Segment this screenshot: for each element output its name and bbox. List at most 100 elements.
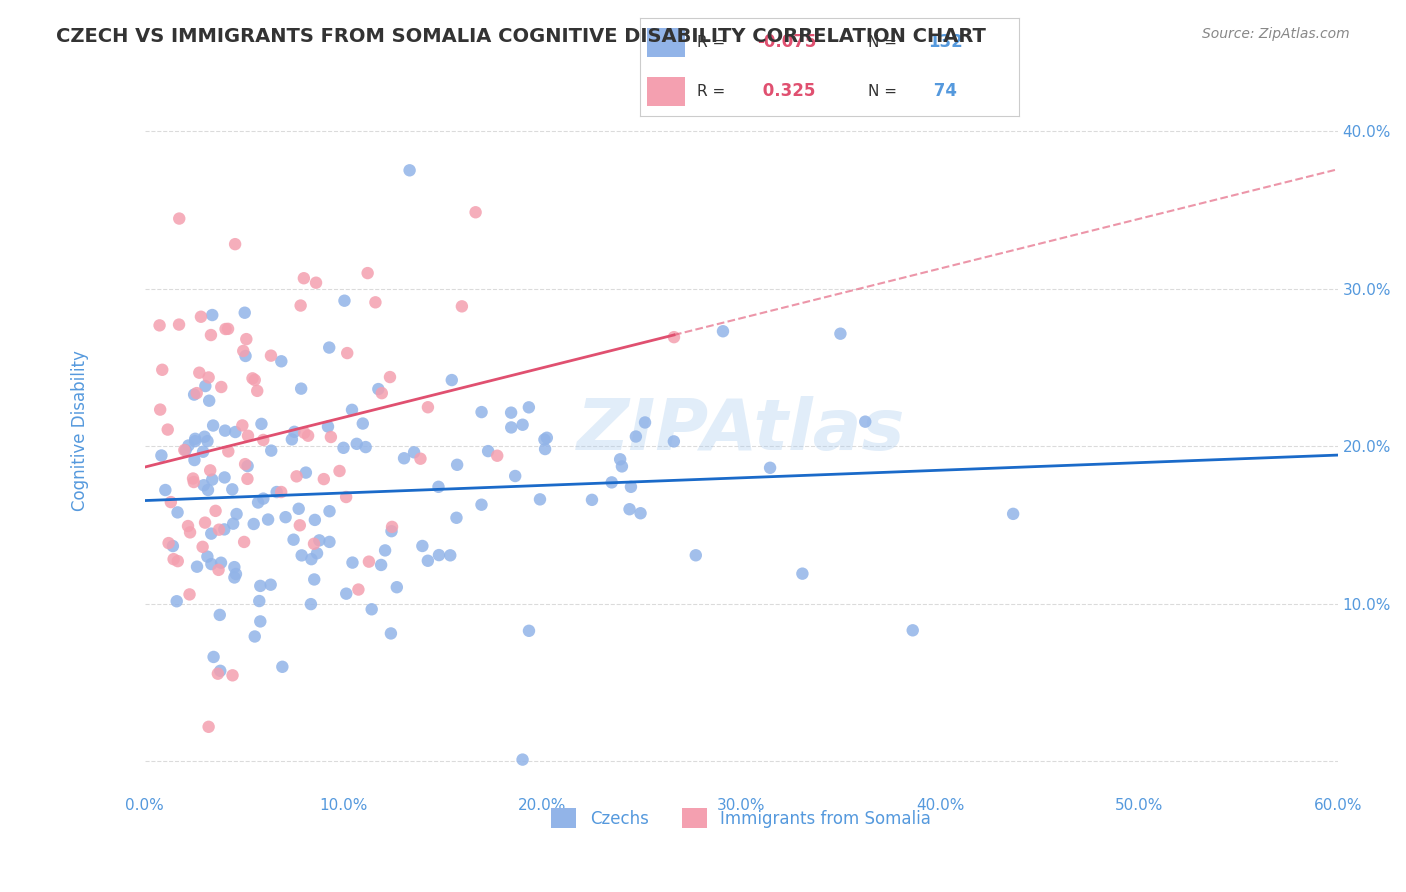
Point xyxy=(217,444,239,458)
Text: 132: 132 xyxy=(928,33,963,52)
Point xyxy=(214,470,236,484)
Point xyxy=(156,423,179,437)
Point xyxy=(529,492,551,507)
Point xyxy=(830,326,852,341)
Point xyxy=(439,549,461,563)
Point xyxy=(512,417,534,432)
Point xyxy=(398,163,420,178)
Point xyxy=(295,466,318,480)
Point xyxy=(249,579,271,593)
Point xyxy=(250,417,273,431)
Point xyxy=(204,504,226,518)
Point xyxy=(620,480,643,494)
Point xyxy=(630,506,652,520)
Point xyxy=(328,464,350,478)
Text: -0.075: -0.075 xyxy=(758,33,817,52)
Point xyxy=(214,424,236,438)
Point xyxy=(179,525,201,540)
Point xyxy=(333,293,356,308)
Point xyxy=(517,624,540,638)
Point xyxy=(209,380,232,394)
Point xyxy=(281,433,304,447)
Point xyxy=(197,370,219,384)
Point xyxy=(183,387,205,401)
Point xyxy=(662,434,685,449)
Point xyxy=(316,419,339,434)
Y-axis label: Cognitive Disability: Cognitive Disability xyxy=(72,351,89,511)
Point xyxy=(446,510,468,524)
Text: 74: 74 xyxy=(928,82,957,101)
Point xyxy=(260,349,283,363)
Point xyxy=(186,386,208,401)
Point xyxy=(148,318,170,333)
Point xyxy=(221,483,243,497)
Point xyxy=(290,382,312,396)
Point xyxy=(198,393,221,408)
Point xyxy=(208,523,231,537)
Point xyxy=(471,405,494,419)
Point xyxy=(305,546,328,560)
Point xyxy=(380,626,402,640)
Point xyxy=(370,558,392,572)
Point xyxy=(853,415,876,429)
Point xyxy=(243,373,266,387)
Point xyxy=(202,649,225,664)
Point xyxy=(242,516,264,531)
Point xyxy=(197,434,219,449)
Point xyxy=(503,469,526,483)
Point xyxy=(201,308,224,322)
Point xyxy=(184,434,207,449)
Point xyxy=(335,490,357,504)
Text: CZECH VS IMMIGRANTS FROM SOMALIA COGNITIVE DISABILITY CORRELATION CHART: CZECH VS IMMIGRANTS FROM SOMALIA COGNITI… xyxy=(56,27,986,45)
Legend: Czechs, Immigrants from Somalia: Czechs, Immigrants from Somalia xyxy=(544,801,938,835)
Point xyxy=(290,299,312,313)
Point xyxy=(354,440,377,454)
Point xyxy=(319,430,342,444)
Point xyxy=(167,318,190,332)
Point xyxy=(173,443,195,458)
Point xyxy=(224,425,246,439)
Point xyxy=(318,341,340,355)
Point xyxy=(292,425,315,440)
Point xyxy=(364,295,387,310)
Point xyxy=(209,664,232,678)
Point xyxy=(252,433,274,447)
Text: 0.325: 0.325 xyxy=(758,82,815,101)
Point xyxy=(270,354,292,368)
Point xyxy=(188,366,211,380)
Point xyxy=(225,507,247,521)
Point xyxy=(336,346,359,360)
Point xyxy=(302,537,325,551)
Point xyxy=(610,459,633,474)
Point xyxy=(235,332,257,346)
Point xyxy=(183,475,205,489)
Point xyxy=(624,429,647,443)
Text: ZIPAtlas: ZIPAtlas xyxy=(576,396,905,465)
Point xyxy=(236,459,259,474)
Point xyxy=(166,505,188,519)
Point xyxy=(200,328,222,343)
Point xyxy=(378,370,401,384)
Point xyxy=(247,495,270,509)
Point xyxy=(214,522,236,536)
Point xyxy=(440,373,463,387)
Point xyxy=(193,430,215,444)
Point xyxy=(177,519,200,533)
Point xyxy=(381,520,404,534)
Point xyxy=(166,594,188,608)
Point xyxy=(299,552,322,566)
Point xyxy=(252,491,274,506)
Point xyxy=(533,433,555,447)
Point xyxy=(451,299,474,313)
Point xyxy=(214,322,236,336)
Point xyxy=(340,402,363,417)
Point xyxy=(181,471,204,485)
Point xyxy=(486,449,509,463)
Point xyxy=(416,401,439,415)
Text: N =: N = xyxy=(868,35,901,50)
Point xyxy=(266,485,288,500)
Point xyxy=(427,548,450,562)
Text: Source: ZipAtlas.com: Source: ZipAtlas.com xyxy=(1202,27,1350,41)
Point xyxy=(221,668,243,682)
Point xyxy=(157,536,180,550)
